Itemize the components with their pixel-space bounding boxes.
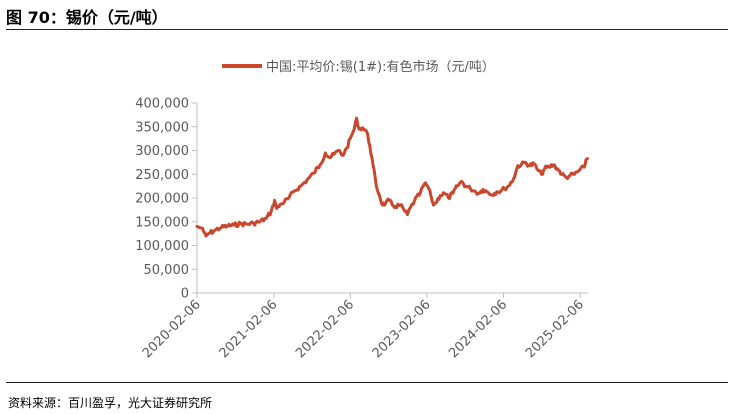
x-axis: 2020-02-06 2021-02-06 2022-02-06 2023-02-06…	[140, 292, 588, 361]
x-tick-label: 2025-02-06	[523, 297, 587, 361]
legend-label: 中国:平均价:锡(1#):有色市场（元/吨）	[266, 59, 495, 75]
y-tick-label: 150,000	[135, 215, 189, 230]
y-tick-label: 0	[181, 287, 189, 302]
legend: 中国:平均价:锡(1#):有色市场（元/吨）	[222, 59, 495, 75]
y-tick-label: 400,000	[135, 97, 189, 112]
x-tick-label: 2024-02-06	[446, 297, 510, 361]
y-tick-label: 50,000	[144, 263, 190, 278]
y-axis: 0 50,000 100,000 150,000 200,000 250,000 300,0…	[135, 97, 198, 302]
x-tick-label: 2021-02-06	[217, 297, 281, 361]
y-tick-label: 200,000	[135, 192, 189, 207]
figure-title: 图 70：锡价（元/吨）	[6, 8, 168, 27]
series-line-tin-price	[195, 116, 589, 238]
y-tick-label: 300,000	[135, 144, 189, 159]
x-tick-label: 2022-02-06	[293, 297, 357, 361]
x-tick-label: 2023-02-06	[370, 297, 434, 361]
y-tick-label: 250,000	[135, 168, 189, 183]
y-tick-label: 350,000	[135, 120, 189, 135]
footer-rule	[6, 382, 728, 383]
y-tick-label: 100,000	[135, 239, 189, 254]
source-note: 资料来源：百川盈孚，光大证券研究所	[8, 396, 213, 410]
title-rule	[6, 29, 728, 30]
x-tick-label: 2020-02-06	[140, 297, 204, 361]
